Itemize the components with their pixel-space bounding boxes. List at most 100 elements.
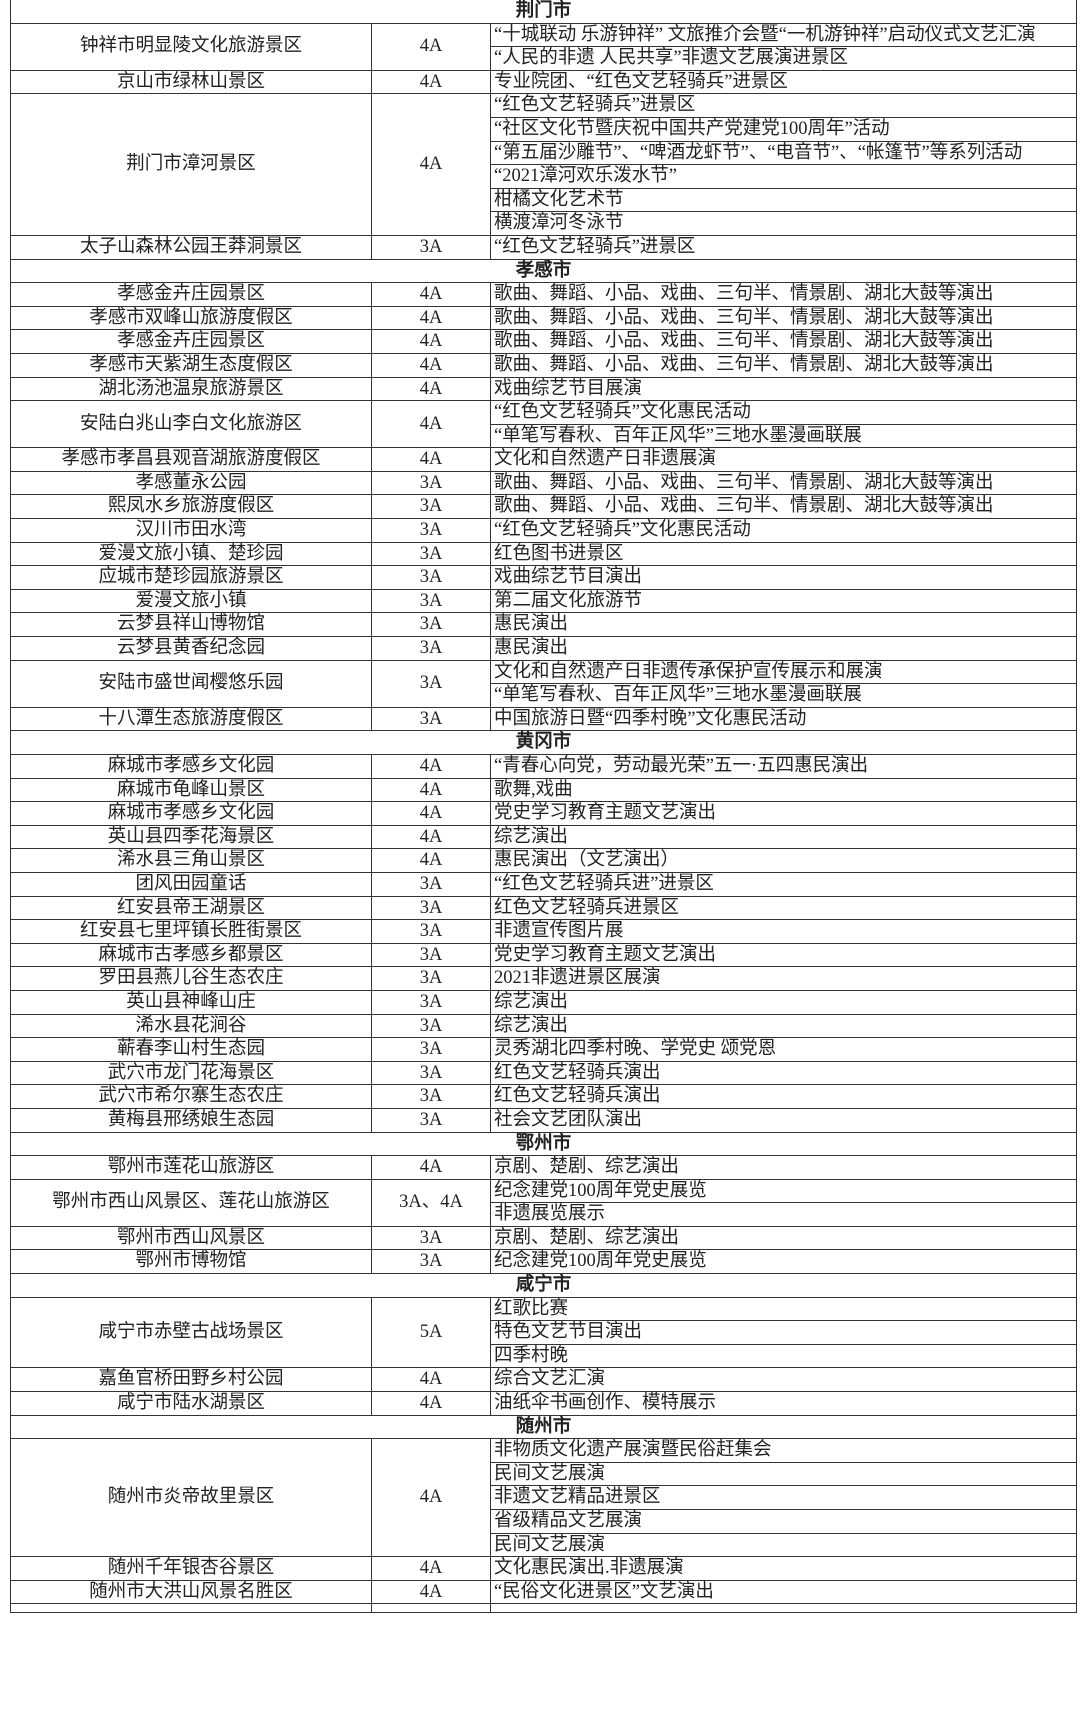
- table-row: 红安县帝王湖景区 3A 红色文艺轻骑兵进景区: [10, 895, 1077, 921]
- activity-cell: 综艺演出: [490, 1013, 1077, 1039]
- scenic-area-name: 孝感金卉庄园景区: [10, 329, 372, 354]
- activity-cell: 党史学习教育主题文艺演出: [490, 801, 1077, 826]
- table-row: 孝感金卉庄园景区 4A 歌曲、舞蹈、小品、戏曲、三句半、情景剧、湖北大鼓等演出: [10, 329, 1077, 354]
- scenic-area-level: 4A: [371, 801, 491, 826]
- activity-cell: “青春心向党，劳动最光荣”五一·五四惠民演出: [490, 754, 1077, 779]
- activity-cell: 综艺演出: [490, 989, 1077, 1015]
- scenic-area-level: 4A: [371, 1391, 491, 1416]
- scenic-area-name: 爱漫文旅小镇: [10, 588, 372, 614]
- table-row: 横渡漳河冬泳节: [11, 211, 1077, 236]
- activity-cell: 红色文艺轻骑兵演出: [490, 1084, 1077, 1109]
- city-heading: 荆门市: [10, 0, 1077, 24]
- table-row: 鄂州市西山风景区、莲花山旅游区 3A、4A 纪念建党100周年党史展览: [10, 1178, 1077, 1227]
- scenic-area-name: 爱漫文旅小镇、楚珍园: [10, 541, 372, 567]
- scenic-area-name: 武穴市希尔寨生态农庄: [10, 1084, 372, 1109]
- scenic-area-level: 3A: [371, 942, 491, 968]
- scenic-area-name: 团风田园童话: [10, 871, 372, 897]
- activity-cell: “2021漳河欢乐泼水节”: [490, 164, 1077, 189]
- activity-cell: 京剧、楚剧、综艺演出: [490, 1155, 1077, 1180]
- table-row: 咸宁市陆水湖景区 4A 油纸伞书画创作、模特展示: [10, 1391, 1077, 1416]
- table-row: 非遗展览展示: [11, 1202, 1077, 1227]
- table-row: 京山市绿林山景区 4A 专业院团、“红色文艺轻骑兵”进景区: [10, 69, 1077, 95]
- activity-cell: 综艺演出: [490, 824, 1077, 850]
- scenic-area-name: 荆门市漳河景区: [10, 93, 372, 236]
- activity-cell: 歌曲、舞蹈、小品、戏曲、三句半、情景剧、湖北大鼓等演出: [490, 470, 1077, 496]
- scenic-area-name: 罗田县燕儿谷生态农庄: [10, 966, 372, 991]
- activity-cell: 四季村晚: [490, 1343, 1077, 1369]
- scenic-area-name: 应城市楚珍园旅游景区: [10, 565, 372, 590]
- city-header-row: 鄂州市: [10, 1131, 1077, 1157]
- scenic-area-level: 3A: [371, 494, 491, 520]
- scenic-area-level: 4A: [371, 376, 491, 402]
- table-row: 蕲春李山村生态园 3A 灵秀湖北四季村晚、学党史 颂党恩: [10, 1037, 1077, 1062]
- activity-cell: 柑橘文化艺术节: [490, 187, 1077, 213]
- scenic-area-level: 5A: [371, 1296, 491, 1369]
- scenic-area-level: 3A: [371, 234, 491, 260]
- table-row: “单笔写春秋、百年正风华”三地水墨漫画联展: [11, 683, 1077, 708]
- scenic-area-name: 孝感市孝昌县观音湖旅游度假区: [10, 447, 372, 472]
- table-row: 钟祥市明显陵文化旅游景区 4A “十城联动 乐游钟祥” 文旅推介会暨“一机游钟祥”启…: [10, 22, 1077, 71]
- table-row: 爱漫文旅小镇 3A 第二届文化旅游节: [10, 588, 1077, 614]
- table-row: 英山县四季花海景区 4A 综艺演出: [10, 824, 1077, 850]
- table-row: 麻城市孝感乡文化园 4A 党史学习教育主题文艺演出: [10, 801, 1077, 826]
- scenic-area-name: 浠水县三角山景区: [10, 848, 372, 873]
- city-header-row: 孝感市: [10, 258, 1077, 284]
- table-row: 鄂州市博物馆 3A 纪念建党100周年党史展览: [10, 1249, 1077, 1275]
- scenic-area-name: 麻城市孝感乡文化园: [10, 754, 372, 779]
- activity-cell: “红色文艺轻骑兵”进景区: [490, 93, 1077, 118]
- activity-cell: “红色文艺轻骑兵”进景区: [490, 234, 1077, 260]
- table-row: 特色文艺节目演出: [11, 1320, 1077, 1345]
- activity-cell: “第五届沙雕节”、“啤酒龙虾节”、“电音节”、“帐篷节”等系列活动: [490, 140, 1077, 166]
- activity-cell: 歌曲、舞蹈、小品、戏曲、三句半、情景剧、湖北大鼓等演出: [490, 282, 1077, 307]
- activity-cell: “社区文化节暨庆祝中国共产党建党100周年”活动: [490, 116, 1077, 142]
- scenic-area-name: 孝感市双峰山旅游度假区: [10, 305, 372, 331]
- scenic-area-level: 4A: [371, 329, 491, 354]
- city-heading: 黄冈市: [10, 730, 1077, 755]
- activity-cell: 非遗宣传图片展: [490, 919, 1077, 944]
- table-row: 省级精品文艺展演: [11, 1509, 1077, 1534]
- table-row: 熙凤水乡旅游度假区 3A 歌曲、舞蹈、小品、戏曲、三句半、情景剧、湖北大鼓等演出: [10, 494, 1077, 520]
- table-row: 武穴市希尔寨生态农庄 3A 红色文艺轻骑兵演出: [10, 1084, 1077, 1109]
- scenic-area-level: 3A: [371, 989, 491, 1015]
- table-row: 十八潭生态旅游度假区 3A 中国旅游日暨“四季村晚”文化惠民活动: [10, 706, 1077, 732]
- activity-cell: “人民的非遗 人民共享”非遗文艺展演进景区: [490, 46, 1077, 71]
- table-row: 孝感市天紫湖生态度假区 4A 歌曲、舞蹈、小品、戏曲、三句半、情景剧、湖北大鼓等演出: [10, 352, 1077, 378]
- table-row: 云梦县黄香纪念园 3A 惠民演出: [10, 636, 1077, 661]
- scenic-area-level: 3A: [371, 1225, 491, 1251]
- table-row: 孝感金卉庄园景区 4A 歌曲、舞蹈、小品、戏曲、三句半、情景剧、湖北大鼓等演出: [10, 282, 1077, 307]
- scenic-area-name: 随州千年银杏谷景区: [10, 1556, 372, 1581]
- activity-cell: “红色文艺轻骑兵进”进景区: [490, 871, 1077, 897]
- activity-cell: 第二届文化旅游节: [490, 588, 1077, 614]
- activity-cell: 惠民演出: [490, 636, 1077, 661]
- table-row: 云梦县祥山博物馆 3A 惠民演出: [10, 612, 1077, 638]
- activity-cell: 文化惠民演出.非遗展演: [490, 1556, 1077, 1581]
- table-row: 孝感市孝昌县观音湖旅游度假区 4A 文化和自然遗产日非遗展演: [10, 447, 1077, 472]
- table-row: “人民的非遗 人民共享”非遗文艺展演进景区: [11, 46, 1077, 71]
- table-row: 孝感市双峰山旅游度假区 4A 歌曲、舞蹈、小品、戏曲、三句半、情景剧、湖北大鼓等演出: [10, 305, 1077, 331]
- activity-cell: 灵秀湖北四季村晚、学党史 颂党恩: [490, 1037, 1077, 1062]
- activity-cell: “红色文艺轻骑兵”文化惠民活动: [490, 518, 1077, 543]
- scenic-area-level: 4A: [371, 352, 491, 378]
- table-row: 黄梅县邢绣娘生态园 3A 社会文艺团队演出: [10, 1107, 1077, 1133]
- activity-cell: 横渡漳河冬泳节: [490, 211, 1077, 236]
- table-body: 荆门市 钟祥市明显陵文化旅游景区 4A “十城联动 乐游钟祥” 文旅推介会暨“一机游钟…: [10, 0, 1077, 1614]
- scenic-area-level: 3A: [371, 1107, 491, 1133]
- scenic-area-name: 麻城市孝感乡文化园: [10, 801, 372, 826]
- activity-cell: “单笔写春秋、百年正风华”三地水墨漫画联展: [490, 423, 1077, 449]
- scenic-area-level: 4A: [371, 305, 491, 331]
- scenic-area-level: 3A: [371, 895, 491, 921]
- activity-cell: “民俗文化进景区”文艺演出: [490, 1579, 1077, 1605]
- table-row: 爱漫文旅小镇、楚珍园 3A 红色图书进景区: [10, 541, 1077, 567]
- activity-cell: 非遗展览展示: [490, 1202, 1077, 1227]
- scenic-area-name: 咸宁市陆水湖景区: [10, 1391, 372, 1416]
- scenic-area-level: 4A: [371, 1579, 491, 1605]
- scenic-area-name: 鄂州市西山风景区: [10, 1225, 372, 1251]
- table-row: 咸宁市赤壁古战场景区 5A 红歌比赛: [10, 1296, 1077, 1369]
- activity-cell: “十城联动 乐游钟祥” 文旅推介会暨“一机游钟祥”启动仪式文艺汇演: [490, 22, 1077, 48]
- scenic-area-name: 孝感董永公园: [10, 470, 372, 496]
- table-row: “2021漳河欢乐泼水节”: [11, 164, 1077, 189]
- table-row: 荆门市漳河景区 4A “红色文艺轻骑兵”进景区: [10, 93, 1077, 236]
- scenic-area-level: 3A: [371, 1249, 491, 1275]
- activity-cell: 歌曲、舞蹈、小品、戏曲、三句半、情景剧、湖北大鼓等演出: [490, 305, 1077, 331]
- activity-cell: 民间文艺展演: [490, 1461, 1077, 1487]
